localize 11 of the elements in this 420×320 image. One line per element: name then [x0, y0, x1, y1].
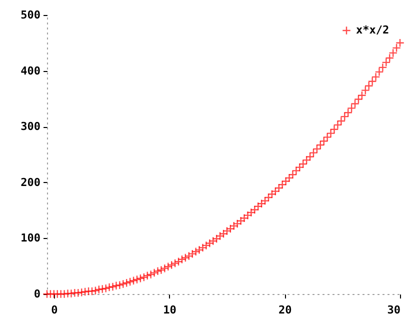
y-tick-label: 500	[20, 8, 40, 22]
y-tick-label: 300	[20, 120, 40, 134]
y-tick-label: 100	[20, 232, 40, 245]
x-tick-label: 30	[387, 304, 400, 316]
y-tick-label: 400	[20, 64, 40, 78]
x-tick-label: 10	[163, 304, 176, 316]
y-tick-label: 0	[34, 288, 40, 300]
x-tick-label: 0	[51, 304, 58, 316]
y-tick-label: 200	[20, 176, 40, 189]
legend-label: x*x/2	[356, 24, 390, 36]
x-tick-label: 20	[278, 304, 292, 316]
